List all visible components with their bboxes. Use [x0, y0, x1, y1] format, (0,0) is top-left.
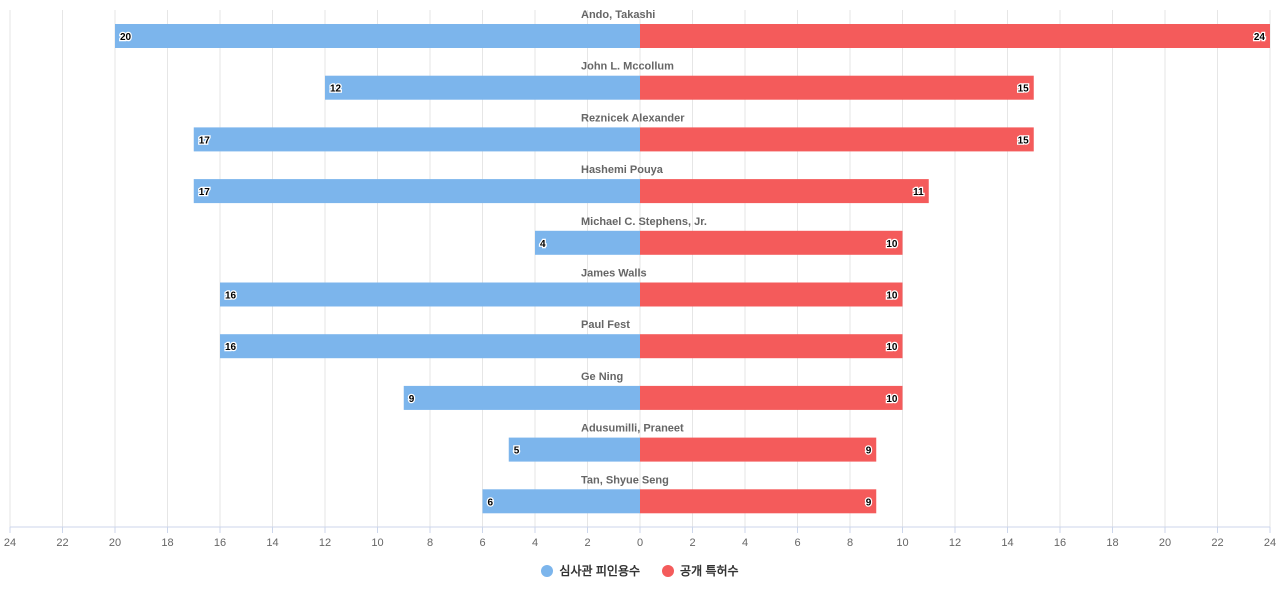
bar-patents[interactable] — [640, 385, 903, 410]
legend-item-citations[interactable]: 심사관 피인용수 — [541, 562, 640, 579]
category-label: Paul Fest — [581, 319, 630, 331]
x-tick-label: 18 — [161, 537, 173, 549]
x-tick-label: 6 — [479, 537, 485, 549]
bar-citations[interactable] — [193, 127, 640, 152]
x-tick-label: 0 — [637, 537, 643, 549]
bar-patents[interactable] — [640, 334, 903, 359]
legend: 심사관 피인용수 공개 특허수 — [0, 562, 1280, 579]
category-label: Ge Ning — [581, 371, 623, 383]
x-tick-label: 2 — [689, 537, 695, 549]
value-labels: 20 24 12 15 17 15 17 11 4 10 16 10 16 10 9 10 5 9 6 9 — [119, 31, 1267, 510]
x-tick-label: 24 — [1264, 537, 1276, 549]
category-label: James Walls — [581, 268, 647, 280]
bar-citations[interactable] — [115, 24, 640, 48]
category-label: Hashemi Pouya — [581, 164, 664, 176]
value-label-patents: 11 — [913, 187, 924, 198]
x-tick-label: 22 — [1211, 537, 1223, 549]
x-tick-label: 22 — [56, 537, 68, 549]
value-label-patents: 15 — [1018, 135, 1030, 146]
value-label-patents: 10 — [886, 291, 898, 302]
legend-marker-citations — [541, 564, 554, 577]
bar-patents[interactable] — [640, 230, 903, 255]
x-tick-label: 24 — [4, 537, 16, 549]
category-label: Reznicek Alexander — [581, 112, 685, 124]
x-tick-label: 20 — [109, 537, 121, 549]
x-tick-label: 2 — [584, 537, 590, 549]
x-tick-label: 14 — [1001, 537, 1013, 549]
bar-patents[interactable] — [640, 179, 929, 204]
category-label: Tan, Shyue Seng — [581, 474, 669, 486]
category-label: Ando, Takashi — [581, 9, 655, 21]
x-tick-label: 16 — [214, 537, 226, 549]
x-tick-label: 14 — [266, 537, 278, 549]
x-tick-label: 8 — [427, 537, 433, 549]
bar-patents[interactable] — [640, 437, 877, 462]
value-label-citations: 20 — [120, 32, 132, 43]
value-label-patents: 15 — [1018, 84, 1030, 95]
value-label-citations: 16 — [225, 291, 237, 302]
bar-citations[interactable] — [403, 385, 640, 410]
legend-item-patents[interactable]: 공개 특허수 — [662, 562, 739, 579]
bar-patents[interactable] — [640, 282, 903, 307]
x-tick-label: 12 — [949, 537, 961, 549]
bar-citations[interactable] — [535, 230, 640, 255]
x-tick-label: 6 — [794, 537, 800, 549]
category-label: John L. Mccollum — [581, 61, 674, 73]
value-label-patents: 10 — [886, 394, 898, 405]
x-tick-label: 18 — [1106, 537, 1118, 549]
value-label-citations: 17 — [199, 187, 211, 198]
bar-citations[interactable] — [193, 179, 640, 204]
x-tick-label: 10 — [371, 537, 383, 549]
bar-citations[interactable] — [220, 334, 640, 359]
value-label-citations: 5 — [514, 446, 520, 457]
category-label: Michael C. Stephens, Jr. — [581, 216, 707, 228]
category-labels: Ando, Takashi John L. Mccollum Reznicek Al… — [581, 9, 707, 486]
x-tick-label: 20 — [1159, 537, 1171, 549]
bar-citations[interactable] — [482, 489, 641, 514]
bar-patents[interactable] — [640, 127, 1034, 152]
x-axis-ticks: 24 22 20 18 16 14 12 10 8 6 4 2 0 2 4 6 8 10 12 14 16 18 20 22 2… — [4, 527, 1276, 549]
value-label-patents: 9 — [866, 497, 872, 508]
x-tick-label: 12 — [319, 537, 331, 549]
legend-marker-patents — [662, 564, 675, 577]
bar-citations[interactable] — [508, 437, 640, 462]
bar-citations[interactable] — [220, 282, 640, 307]
value-label-citations: 16 — [225, 342, 237, 353]
value-label-patents: 10 — [886, 342, 898, 353]
category-label: Adusumilli, Praneet — [581, 423, 684, 435]
value-label-citations: 12 — [330, 84, 342, 95]
bar-patents[interactable] — [640, 489, 877, 514]
x-tick-label: 8 — [847, 537, 853, 549]
value-label-citations: 9 — [409, 394, 415, 405]
bar-patents[interactable] — [640, 24, 1270, 48]
value-label-citations: 4 — [540, 239, 546, 250]
bar-patents[interactable] — [640, 75, 1034, 100]
legend-label-patents: 공개 특허수 — [680, 564, 739, 578]
bars — [115, 24, 1270, 514]
x-tick-label: 10 — [896, 537, 908, 549]
value-label-patents: 10 — [886, 239, 898, 250]
x-tick-label: 4 — [532, 537, 538, 549]
value-label-citations: 6 — [488, 497, 494, 508]
value-label-patents: 24 — [1254, 32, 1266, 43]
x-tick-label: 16 — [1054, 537, 1066, 549]
legend-label-citations: 심사관 피인용수 — [559, 564, 641, 578]
bar-citations[interactable] — [325, 75, 640, 100]
value-label-patents: 9 — [866, 446, 872, 457]
value-label-citations: 17 — [199, 135, 211, 146]
x-tick-label: 4 — [742, 537, 748, 549]
